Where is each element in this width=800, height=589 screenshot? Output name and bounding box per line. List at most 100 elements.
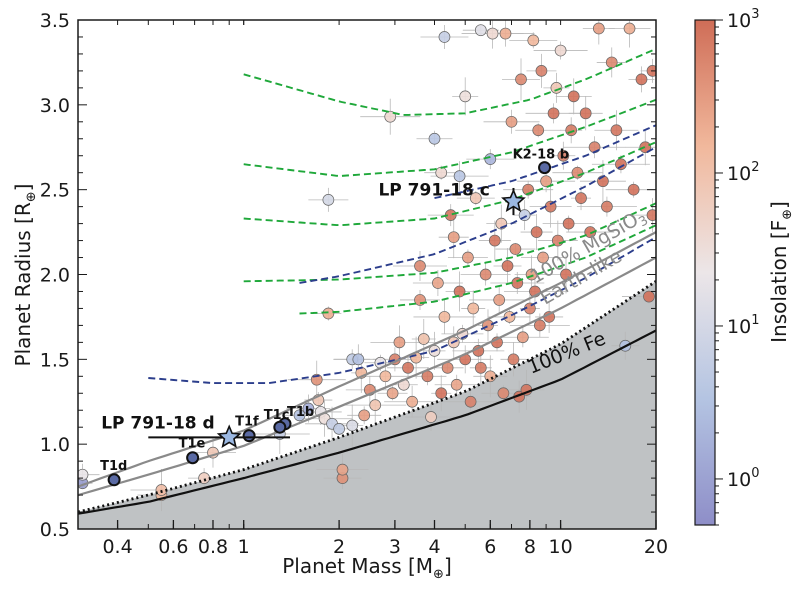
planet-star-marker xyxy=(501,188,526,213)
population-point xyxy=(432,277,444,289)
highlighted-planets xyxy=(107,161,552,487)
composition-track xyxy=(243,98,656,177)
population-point xyxy=(453,170,466,182)
star-planet-label: LP 791-18 d xyxy=(101,413,215,433)
population-point xyxy=(293,409,306,422)
population-point xyxy=(646,209,656,221)
population-point xyxy=(428,132,441,145)
composition-curve xyxy=(78,329,656,515)
composition-curve xyxy=(78,280,656,514)
highlighted-planet xyxy=(107,473,121,487)
y-tick-label: 1.5 xyxy=(40,349,70,371)
population-point xyxy=(601,200,613,213)
population-point xyxy=(414,294,426,306)
population-point xyxy=(533,319,546,332)
population-point xyxy=(605,56,618,69)
colorbar-label: Insolation [F⊕] xyxy=(767,201,795,343)
population-point xyxy=(515,73,527,86)
colorbar-tick-label: 103 xyxy=(727,7,759,32)
x-tick-label: 20 xyxy=(644,536,668,558)
population-point xyxy=(322,193,335,206)
planet-label: T1b xyxy=(287,405,314,420)
population-point xyxy=(557,149,570,162)
population-point xyxy=(393,336,406,349)
population-point xyxy=(450,378,463,391)
population-point xyxy=(302,402,315,415)
population-point xyxy=(535,65,548,77)
population-point xyxy=(540,175,552,188)
population-point xyxy=(516,331,529,344)
x-tick-label: 3 xyxy=(389,536,401,558)
population-point xyxy=(532,124,545,137)
population-point xyxy=(627,183,640,196)
population-point xyxy=(459,90,472,103)
population-point xyxy=(505,115,518,128)
population-point xyxy=(384,110,397,123)
population-point xyxy=(584,226,597,238)
population-point xyxy=(369,399,382,411)
population-point xyxy=(509,243,522,255)
population-point xyxy=(486,27,499,40)
planet-label: T1f xyxy=(235,415,259,430)
y-tick-label: 3.0 xyxy=(40,95,70,117)
planet-label: T1e xyxy=(179,437,206,452)
y-axis: 0.5 1.0 1.5 2.0 2.5 3.0 3.5 xyxy=(40,10,656,541)
population-point xyxy=(554,44,567,57)
x-tick-label: 1 xyxy=(238,536,250,558)
population-point xyxy=(402,361,414,374)
colorbar-gradient xyxy=(694,19,716,526)
population-point xyxy=(379,370,392,383)
colorbar-tick-base: 10 xyxy=(727,469,751,491)
population-point xyxy=(406,395,418,408)
colorbar-tick-base: 10 xyxy=(727,163,751,185)
population-point xyxy=(346,419,359,432)
composition-curves xyxy=(78,231,656,515)
x-tick-label: 4 xyxy=(428,536,440,558)
x-axis: 0.4 0.6 0.8 1 2 3 4 6 8 10 20 xyxy=(77,20,668,558)
composition-curve xyxy=(78,256,656,497)
population-point xyxy=(333,423,345,435)
population-point xyxy=(579,107,592,120)
population-point xyxy=(78,468,89,481)
composition-track xyxy=(299,146,656,284)
population-point xyxy=(550,82,563,94)
population-point xyxy=(623,22,636,35)
population-point xyxy=(547,107,560,120)
population-point xyxy=(488,234,501,247)
population-point xyxy=(352,353,365,366)
planet-label: K2-18 b xyxy=(513,148,569,163)
colorbar-tick-base: 10 xyxy=(727,10,751,32)
population-point xyxy=(322,307,335,320)
x-tick-label: 6 xyxy=(484,536,496,558)
population-point xyxy=(497,387,510,400)
colorbar-tick-exponent: 3 xyxy=(751,7,759,22)
x-tick-label: 8 xyxy=(524,536,536,558)
population-point xyxy=(499,27,512,40)
y-tick-label: 3.5 xyxy=(40,10,70,32)
composition-track xyxy=(243,141,656,227)
colorbar-tick-exponent: 0 xyxy=(751,466,759,481)
x-tick-label: 0.8 xyxy=(198,536,228,558)
population-point xyxy=(453,285,466,298)
population-point xyxy=(615,158,627,171)
star-planet-label: LP 791-18 c xyxy=(378,181,489,201)
population-point xyxy=(474,361,487,374)
population-point xyxy=(358,409,371,422)
population-point xyxy=(643,290,655,303)
population-point xyxy=(567,90,580,103)
population-point xyxy=(467,302,480,315)
y-tick-label: 0.5 xyxy=(40,519,70,541)
colorbar-tick-exponent: 1 xyxy=(751,313,759,328)
population-point xyxy=(575,192,587,204)
highlighted-planet xyxy=(186,451,200,465)
colorbar-tick-label: 102 xyxy=(727,160,759,185)
population-point xyxy=(610,124,623,137)
x-tick-label: 10 xyxy=(549,536,573,558)
composition-track xyxy=(299,224,656,315)
population-point xyxy=(414,260,426,272)
composition-track xyxy=(243,47,656,116)
